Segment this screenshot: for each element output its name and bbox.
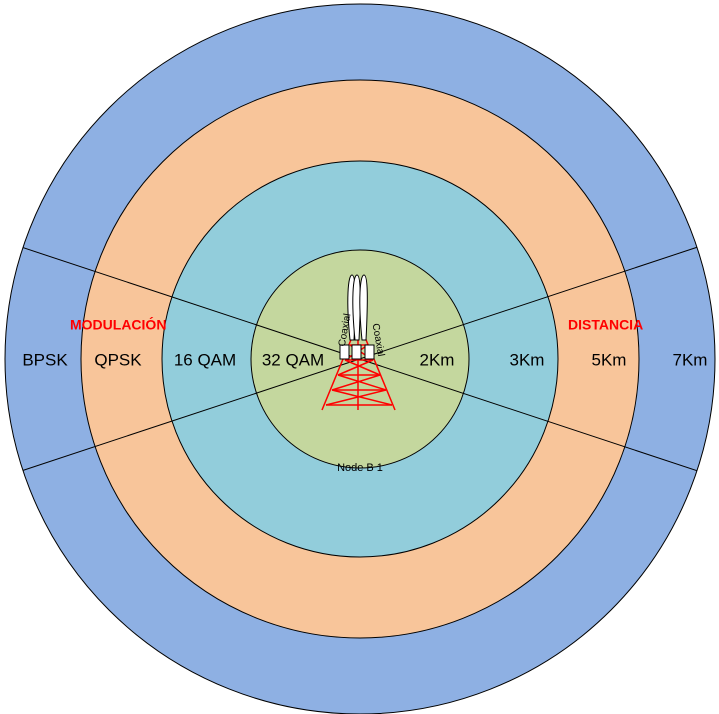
modulation-label: 16 QAM [174,350,236,369]
distance-title: DISTANCIA [568,317,643,333]
distance-label: 2Km [420,350,455,369]
modulation-label: BPSK [22,350,68,369]
modulation-label: QPSK [94,350,142,369]
modulation-label: 32 QAM [262,350,324,369]
modulation-title: MODULACIÓN [70,316,166,333]
distance-label: 3Km [510,350,545,369]
distance-label: 7Km [673,350,708,369]
node-label: Node B 1 [337,462,383,474]
tower [321,274,396,411]
distance-label: 5Km [592,350,627,369]
